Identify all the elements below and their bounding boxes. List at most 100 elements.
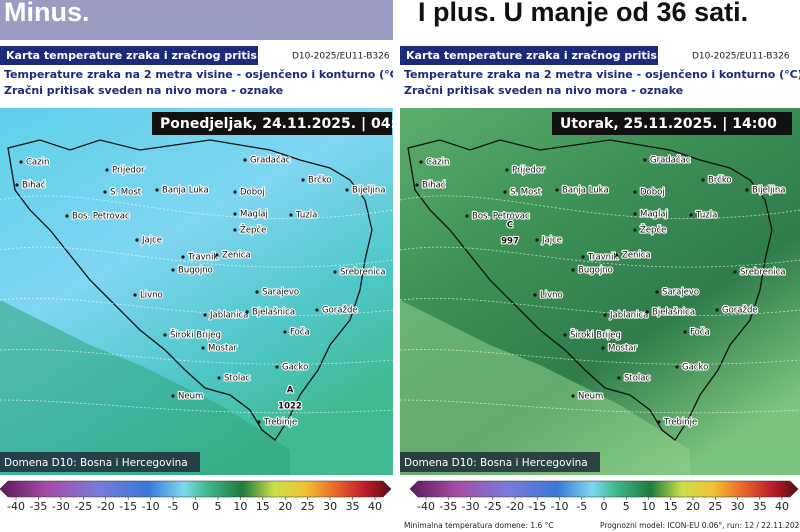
city-dot (283, 330, 287, 334)
title-box (0, 46, 258, 65)
city-dot (133, 293, 137, 297)
city-label: Livno (540, 291, 563, 301)
colorbar-tick-label: -25 (74, 500, 92, 513)
city-dot (533, 293, 537, 297)
domain-box (400, 452, 600, 472)
city-dot (655, 290, 659, 294)
domain-box (0, 452, 200, 472)
colorbar-tick-label: 10 (642, 500, 656, 513)
colorbar-tick-label: 10 (233, 500, 247, 513)
city-dot (301, 178, 305, 182)
city-dot (701, 178, 705, 182)
city-label: Široki Brijeg (570, 329, 621, 341)
colorbar-tick-label: -35 (439, 500, 457, 513)
city-dot (315, 308, 319, 312)
domain-label: Domena D10: Bosna i Hercegovina (4, 457, 188, 469)
colorbar (0, 480, 392, 498)
city-label: Prijedor (512, 166, 545, 176)
city-label: Bijeljina (352, 186, 385, 196)
pressure-value: 997 (501, 237, 519, 247)
colorbar-tick-label: 0 (192, 500, 199, 513)
city-label: Gacko (682, 363, 708, 373)
city-dot (181, 255, 185, 259)
city-dot (657, 420, 661, 424)
map-title: Karta temperature zraka i zračnog pritis… (406, 49, 672, 62)
headline: I plus. U manje od 36 sati. (418, 0, 748, 27)
city-label: Foča (290, 327, 310, 338)
city-label: Bjelašnica (652, 307, 695, 318)
city-dot (617, 376, 621, 380)
city-dot (675, 365, 679, 369)
city-dot (201, 346, 205, 350)
isotherm (400, 246, 800, 268)
colorbar-tick-label: -5 (576, 500, 587, 513)
city-label: Livno (140, 291, 163, 301)
city-dot (255, 290, 259, 294)
city-dot (465, 214, 469, 218)
city-dot (645, 310, 649, 314)
colorbar-tick-label: -5 (168, 500, 179, 513)
city-label: Tuzla (295, 211, 317, 221)
city-label: S. Most (110, 188, 142, 198)
pressure-value: 1022 (278, 402, 302, 412)
city-label: Tuzla (695, 211, 717, 221)
colorbar-tick-label: -10 (551, 500, 569, 513)
colorbar-tick-label: 0 (601, 500, 608, 513)
colorbar-tick-label: 5 (623, 500, 630, 513)
colorbar-tick-label: 25 (301, 500, 315, 513)
colorbar-tick-label: -30 (462, 500, 480, 513)
city-label: Bihać (22, 180, 46, 191)
city-dot (555, 188, 559, 192)
colorbar-tick-label: -40 (7, 500, 25, 513)
city-dot (581, 255, 585, 259)
subtitle: Temperature zraka na 2 metra visine - os… (404, 68, 800, 81)
city-label: Doboj (240, 188, 265, 198)
city-label: Mostar (208, 344, 238, 354)
city-dot (535, 238, 539, 242)
city-dot (745, 188, 749, 192)
city-label: Jablanica (209, 311, 248, 321)
city-dot (171, 394, 175, 398)
city-label: Mostar (608, 344, 638, 354)
city-dot (257, 420, 261, 424)
isotherm (0, 298, 393, 317)
colorbar-tick-label: 40 (775, 500, 789, 513)
city-dot (215, 253, 219, 257)
city-dot (571, 268, 575, 272)
map-code: D10-2025/EU11-B326 (292, 52, 390, 62)
city-dot (105, 168, 109, 172)
city-dot (217, 376, 221, 380)
city-label: Doboj (640, 188, 665, 198)
city-label: Jajce (541, 236, 562, 246)
city-label: Jajce (141, 236, 162, 246)
city-dot (19, 160, 23, 164)
pressure-letter: A (287, 386, 294, 396)
city-label: Bos. Petrovac (472, 212, 530, 222)
domain-label: Domena D10: Bosna i Hercegovina (404, 457, 588, 469)
city-dot (65, 214, 69, 218)
city-label: Sarajevo (262, 288, 299, 298)
city-label: Prijedor (112, 166, 145, 176)
city-dot (103, 190, 107, 194)
city-label: Žepče (240, 224, 266, 236)
city-dot (333, 270, 337, 274)
city-dot (689, 213, 693, 217)
city-label: Brčko (308, 175, 332, 186)
city-label: Bos. Petrovac (72, 212, 130, 222)
country-border (7, 139, 373, 441)
city-dot (289, 213, 293, 217)
city-dot (563, 333, 567, 337)
city-dot (733, 270, 737, 274)
city-label: Srebrenica (740, 268, 786, 278)
city-label: S. Most (510, 188, 542, 198)
colorbar-tick-label: 15 (256, 500, 270, 513)
colorbar-tick-label: 35 (346, 500, 360, 513)
map-code: D10-2025/EU11-B326 (692, 52, 790, 62)
city-dot (203, 313, 207, 317)
isotherm (400, 399, 800, 414)
map-title: Karta temperature zraka i zračnog pritis… (6, 49, 272, 62)
city-dot (419, 160, 423, 164)
city-label: Goražde (722, 306, 758, 316)
city-dot (135, 238, 139, 242)
